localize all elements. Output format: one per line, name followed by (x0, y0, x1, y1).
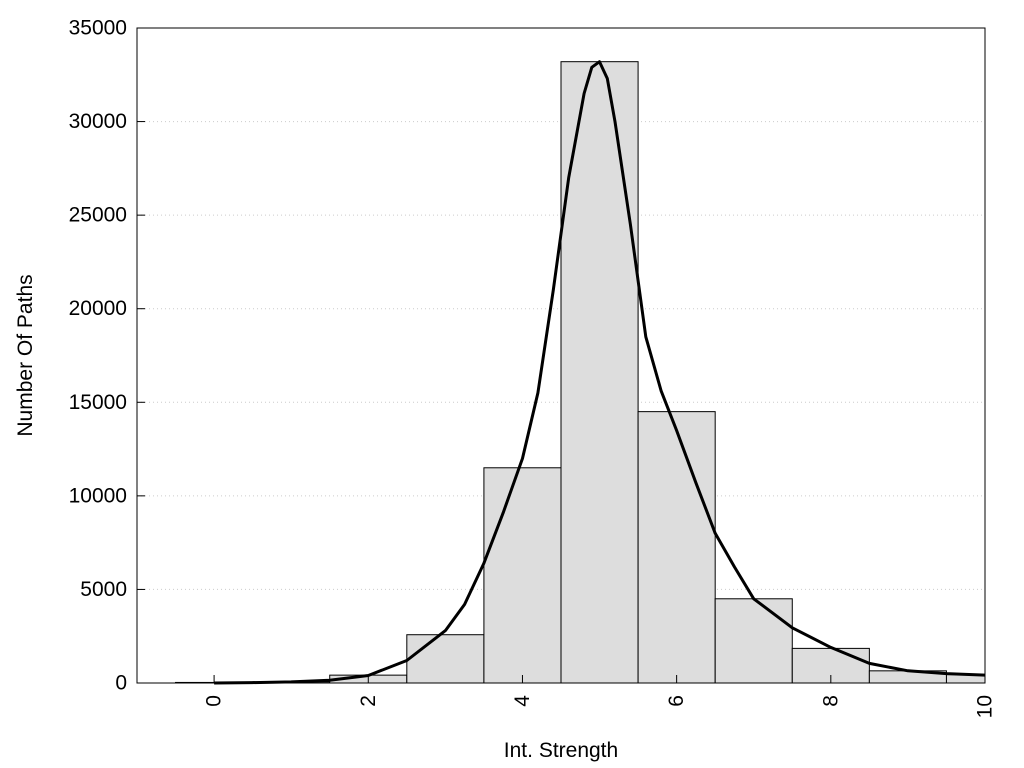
y-tick-label-0: 0 (115, 672, 127, 695)
x-axis-ticks: 0 2 4 6 8 10 (203, 675, 997, 718)
x-tick-label-4: 8 (819, 695, 842, 707)
y-axis-ticks: 0 5000 10000 15000 20000 25000 30000 35000 (69, 17, 145, 695)
y-tick-label-4: 20000 (69, 297, 127, 320)
y-tick-label-6: 30000 (69, 110, 127, 133)
x-axis-label: Int. Strength (504, 739, 618, 762)
bar-7 (714, 598, 793, 684)
plot-frame (136, 27, 986, 684)
density-curve (214, 60, 986, 685)
x-tick-label-2: 4 (511, 695, 534, 707)
bar-6 (637, 411, 716, 684)
y-tick-label-3: 15000 (69, 391, 127, 414)
bar-4 (483, 467, 562, 684)
x-tick-label-1: 2 (357, 695, 380, 707)
bar-3 (406, 634, 485, 684)
bars (175, 61, 986, 684)
x-tick-label-0: 0 (203, 695, 226, 707)
y-axis-label: Number Of Paths (14, 274, 37, 436)
y-tick-label-7: 35000 (69, 17, 127, 40)
y-tick-label-2: 10000 (69, 484, 127, 507)
x-tick-label-5: 10 (974, 695, 997, 718)
y-tick-label-1: 5000 (80, 578, 127, 601)
y-tick-label-5: 25000 (69, 204, 127, 227)
x-tick-label-3: 6 (665, 695, 688, 707)
